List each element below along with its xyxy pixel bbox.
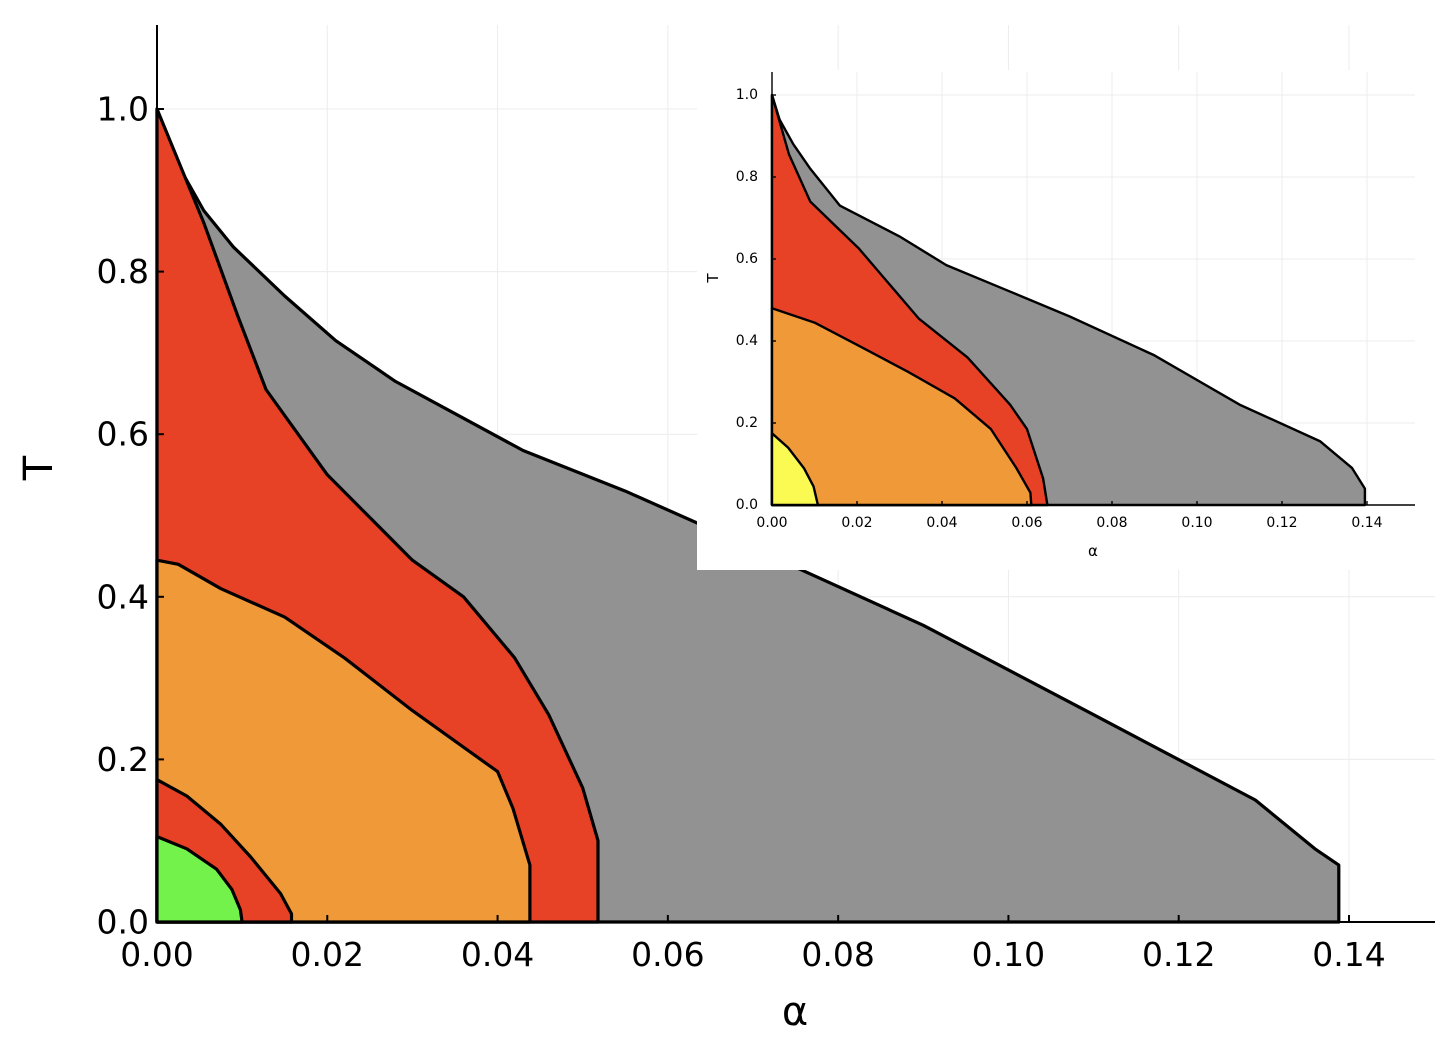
- main-x-tick-label: 0.12: [1142, 935, 1215, 974]
- inset-regions: [770, 93, 1367, 507]
- inset-y-tick-label: 0.2: [736, 415, 758, 431]
- inset-x-axis-label: α: [1088, 542, 1098, 560]
- main-x-tick-labels: 0.00 0.02 0.04 0.06 0.08 0.10 0.12 0.14: [120, 935, 1385, 974]
- main-y-tick-label: 0.0: [97, 903, 149, 942]
- main-y-tick-label: 0.6: [97, 415, 149, 454]
- main-x-tick-label: 0.08: [801, 935, 874, 974]
- inset-plot: 0.00 0.02 0.04 0.06 0.08 0.10 0.12 0.14 0.00.20…: [697, 70, 1448, 570]
- main-x-axis-label: α: [782, 989, 808, 1035]
- inset-x-tick-label: 0.10: [1181, 515, 1212, 531]
- inset-x-tick-label: 0.00: [756, 515, 787, 531]
- inset-x-tick-label: 0.04: [926, 515, 957, 531]
- inset-axes: [771, 72, 1415, 506]
- main-y-tick-label: 0.4: [97, 577, 149, 616]
- inset-y-tick-label: 0.4: [736, 333, 758, 349]
- main-x-tick-label: 0.00: [120, 935, 193, 974]
- inset-y-tick-label: 0.6: [736, 251, 758, 267]
- inset-y-tick-label: 0.0: [736, 497, 758, 513]
- main-y-tick-labels: 0.0 0.2 0.4 0.6 0.8 1.0: [97, 90, 149, 942]
- main-x-tick-label: 0.04: [461, 935, 534, 974]
- main-axes: [156, 25, 1435, 923]
- main-x-tick-label: 0.02: [291, 935, 364, 974]
- inset-y-tick-label: 1.0: [736, 87, 758, 103]
- inset-y-tick-label: 0.8: [736, 169, 758, 185]
- main-x-tick-label: 0.14: [1312, 935, 1385, 974]
- main-x-tick-label: 0.06: [631, 935, 704, 974]
- main-region-orange: [155, 558, 532, 924]
- inset-x-tick-label: 0.14: [1351, 515, 1382, 531]
- inset-y-tick-labels: 0.0 0.2 0.4 0.6 0.8 1.0: [736, 87, 758, 513]
- inset-region-orange: [770, 307, 1033, 507]
- inset-x-tick-label: 0.08: [1096, 515, 1127, 531]
- main-y-tick-label: 0.2: [97, 740, 149, 779]
- inset-x-tick-label: 0.06: [1011, 515, 1042, 531]
- main-y-tick-label: 0.8: [97, 252, 149, 291]
- inset-y-axis-label: T: [704, 273, 722, 284]
- main-y-axis-label: T: [16, 455, 62, 481]
- inset-x-tick-labels: 0.00 0.02 0.04 0.06 0.08 0.10 0.12 0.14: [756, 515, 1382, 531]
- inset-x-tick-label: 0.12: [1266, 515, 1297, 531]
- main-region-green: [155, 835, 244, 924]
- main-y-tick-label: 1.0: [97, 90, 149, 129]
- main-regions: [155, 107, 1341, 924]
- main-x-tick-label: 0.10: [972, 935, 1045, 974]
- inset-x-tick-label: 0.02: [841, 515, 872, 531]
